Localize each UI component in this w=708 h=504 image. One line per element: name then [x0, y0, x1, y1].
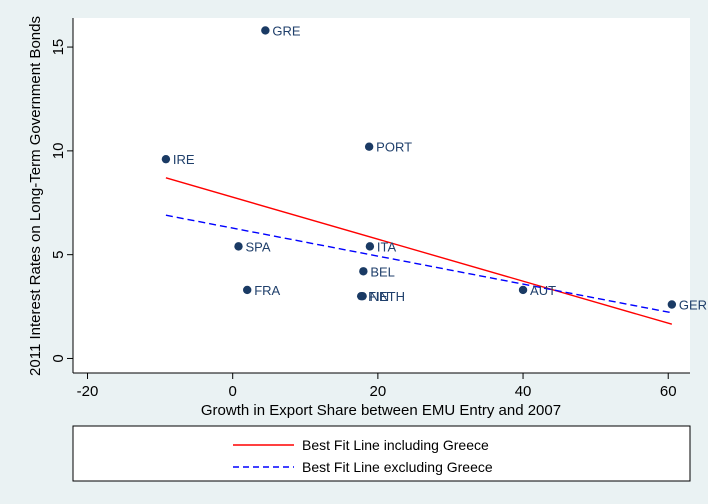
- point-label-ire: IRE: [173, 152, 195, 167]
- x-tick-label: 0: [229, 383, 237, 400]
- x-tick-label: 60: [660, 383, 677, 400]
- point-label-gre: GRE: [272, 23, 301, 38]
- point-label-neth: NETH: [370, 289, 405, 304]
- y-tick-label: 15: [50, 39, 67, 56]
- data-point-fra: [243, 286, 251, 294]
- y-tick-label: 5: [50, 250, 67, 258]
- data-point-ger: [668, 300, 676, 308]
- x-tick-label: 40: [515, 383, 532, 400]
- data-point-gre: [261, 26, 269, 34]
- data-point-aut: [519, 286, 527, 294]
- point-label-ita: ITA: [377, 239, 397, 254]
- data-point-ire: [162, 155, 170, 163]
- data-point-bel: [359, 267, 367, 275]
- point-label-spa: SPA: [246, 239, 271, 254]
- data-point-port: [365, 143, 373, 151]
- x-axis-title: Growth in Export Share between EMU Entry…: [201, 402, 561, 419]
- point-label-aut: AUT: [530, 283, 556, 298]
- data-point-spa: [234, 242, 242, 250]
- plot-area: [73, 18, 690, 373]
- point-label-ger: GER: [679, 297, 707, 312]
- y-tick-label: 0: [50, 354, 67, 362]
- data-point-ita: [366, 242, 374, 250]
- legend: Best Fit Line including Greece Best Fit …: [73, 426, 690, 481]
- legend-label-excluding-greece: Best Fit Line excluding Greece: [302, 459, 493, 475]
- point-label-bel: BEL: [370, 264, 395, 279]
- y-tick-label: 10: [50, 143, 67, 160]
- point-label-fra: FRA: [254, 283, 280, 298]
- legend-label-including-greece: Best Fit Line including Greece: [302, 437, 489, 453]
- x-tick-label: -20: [77, 383, 99, 400]
- data-point-neth: [358, 292, 366, 300]
- point-label-port: PORT: [376, 140, 412, 155]
- x-tick-label: 20: [370, 383, 387, 400]
- y-axis-title: 2011 Interest Rates on Long-Term Governm…: [27, 16, 44, 376]
